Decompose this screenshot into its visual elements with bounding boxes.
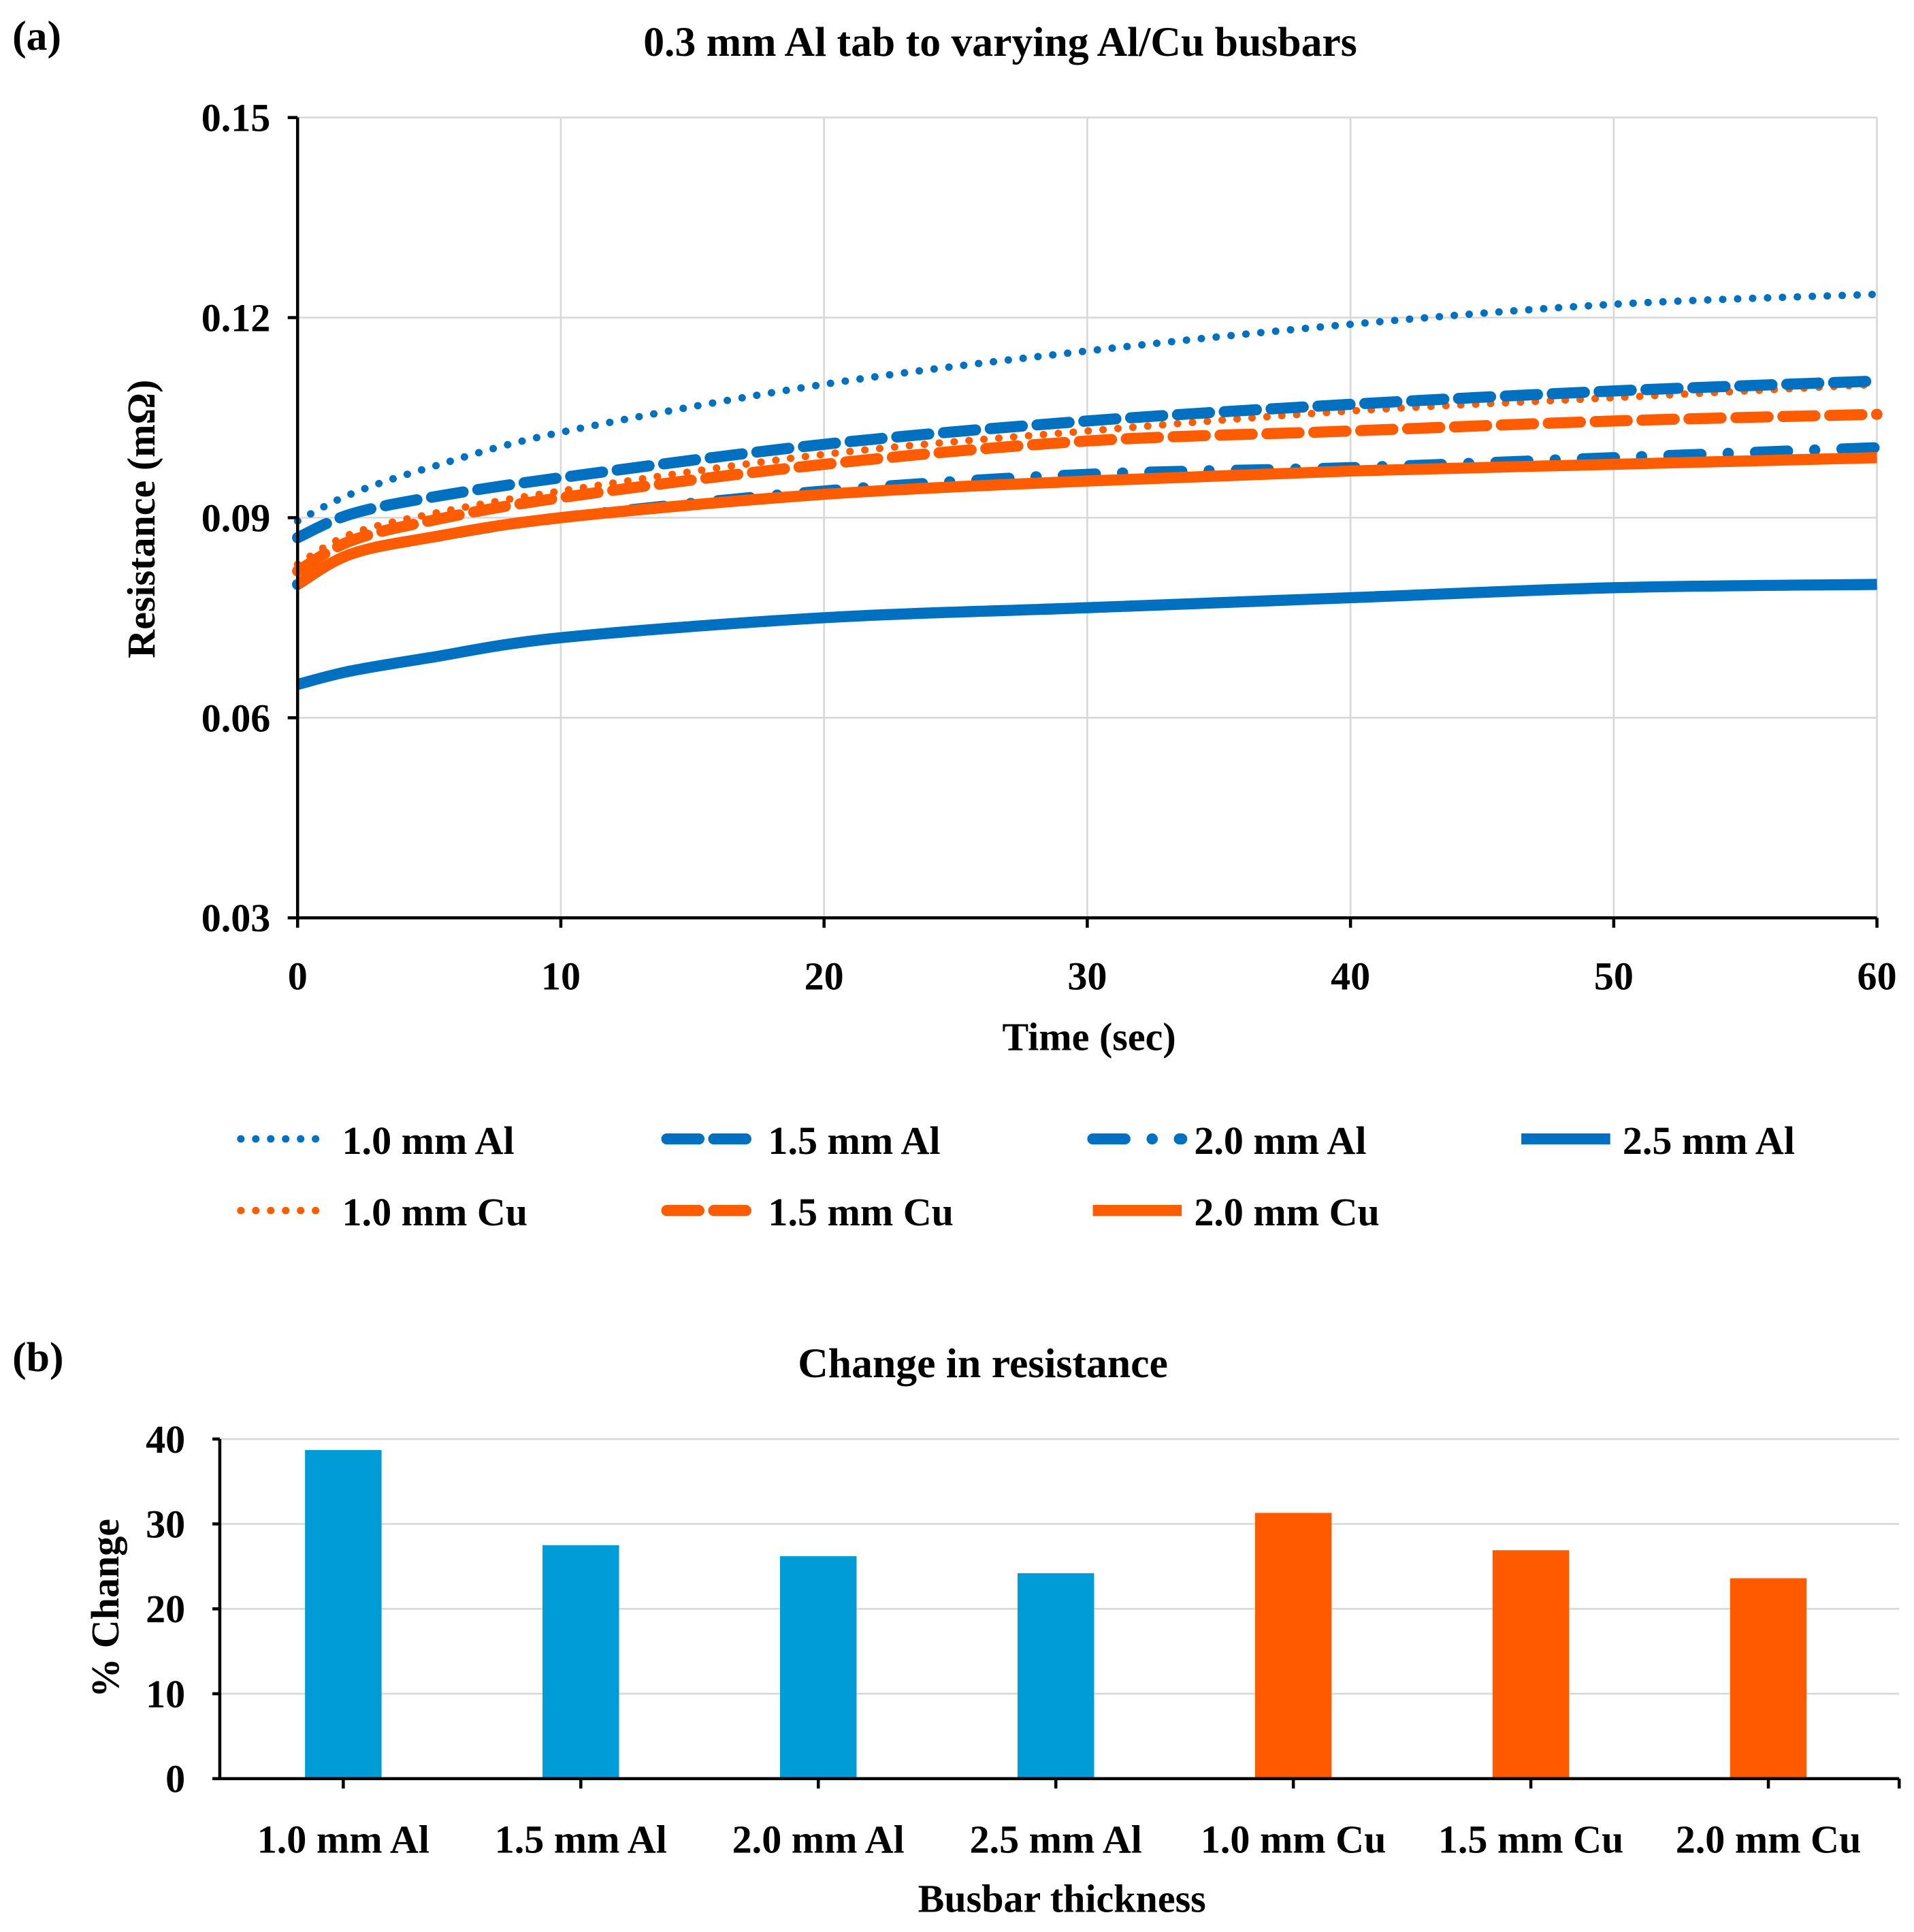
bar-x-tick-label: 1.0 mm Al [257, 1818, 429, 1862]
bar-x-tick-label: 1.0 mm Cu [1201, 1818, 1386, 1862]
legend-item: 1.5 mm Al [661, 1118, 941, 1163]
y-tick-label: 0.09 [201, 496, 271, 540]
bar-chart-panel: (b) Change in resistance 0 10 20 30 40 1.0 mm… [12, 1334, 1901, 1921]
bar-y-axis-label: % Change [83, 1519, 127, 1698]
x-axis-label: Time (sec) [1003, 1014, 1176, 1059]
bar [1492, 1550, 1570, 1779]
legend-item: 1.0 mm Cu [237, 1190, 528, 1234]
legend-label: 2.0 mm Cu [1194, 1190, 1380, 1234]
y-tick-label: 0.03 [201, 896, 271, 940]
series-line-1-0-mm-al [293, 290, 1881, 525]
y-tick-label: 0.15 [201, 96, 271, 140]
bar-y-tick-label: 20 [146, 1587, 185, 1631]
y-tick-label: 0.06 [201, 696, 271, 740]
legend-label: 2.0 mm Al [1194, 1118, 1366, 1163]
legend-item: 1.0 mm Al [237, 1118, 515, 1163]
series-line-2-5-mm-al [296, 579, 1877, 690]
bar-y-tick-label: 10 [146, 1672, 185, 1716]
bar [1730, 1578, 1807, 1779]
legend-label: 1.5 mm Cu [768, 1190, 954, 1234]
bar-x-axis-label: Busbar thickness [918, 1877, 1206, 1921]
bar-x-tick-label: 1.5 mm Al [495, 1818, 667, 1862]
bar-x-tick-label: 1.5 mm Cu [1438, 1818, 1624, 1862]
bar [1017, 1573, 1094, 1779]
series-line-1-5-mm-cu [292, 408, 1883, 577]
legend-label: 1.0 mm Cu [342, 1190, 528, 1234]
legend-label: 2.5 mm Al [1623, 1118, 1795, 1163]
bar [1254, 1513, 1332, 1779]
legend-item: 1.5 mm Cu [661, 1190, 954, 1234]
x-tick-label: 50 [1594, 954, 1634, 998]
bar-y-tick-label: 40 [146, 1417, 185, 1462]
y-axis-label: Resistance (mΩ) [119, 380, 163, 658]
legend: 1.0 mm Al 1.5 mm Al 2.0 mm Al 2.5 mm Al 1.0 … [237, 1118, 1795, 1234]
bar-chart-title: Change in resistance [798, 1340, 1168, 1387]
bar-y-tick-label: 0 [165, 1757, 185, 1801]
y-tick-label: 0.12 [201, 296, 271, 340]
series-line-1-0-mm-cu [293, 381, 1881, 568]
legend-item: 2.5 mm Al [1521, 1118, 1795, 1163]
bar-y-tick-label: 30 [146, 1502, 185, 1547]
bar [305, 1450, 382, 1779]
legend-item: 2.0 mm Cu [1092, 1190, 1380, 1234]
x-tick-label: 10 [541, 954, 581, 998]
series-line-1-5-mm-al [292, 375, 1883, 544]
panel-label-b: (b) [12, 1334, 63, 1381]
x-tick-label: 20 [805, 954, 844, 998]
bar-x-tick-label: 2.0 mm Al [732, 1818, 905, 1862]
bar [780, 1556, 857, 1779]
line-chart-title: 0.3 mm Al tab to varying Al/Cu busbars [643, 19, 1357, 65]
bar-x-tick-label: 2.5 mm Al [970, 1818, 1142, 1862]
x-tick-label: 40 [1331, 954, 1370, 998]
x-tick-label: 60 [1858, 954, 1897, 998]
line-chart-panel: (a) 0.3 mm Al tab to varying Al/Cu busba… [12, 13, 1896, 1234]
legend-item: 2.0 mm Al [1087, 1118, 1366, 1163]
legend-label: 1.5 mm Al [768, 1118, 940, 1163]
bar [542, 1545, 619, 1779]
legend-label: 1.0 mm Al [342, 1118, 515, 1163]
x-tick-label: 0 [288, 954, 308, 998]
panel-label-a: (a) [12, 13, 61, 59]
bar-x-tick-label: 2.0 mm Cu [1676, 1818, 1861, 1862]
x-tick-label: 30 [1067, 954, 1107, 998]
series-line-2-0-mm-cu [294, 452, 1877, 590]
